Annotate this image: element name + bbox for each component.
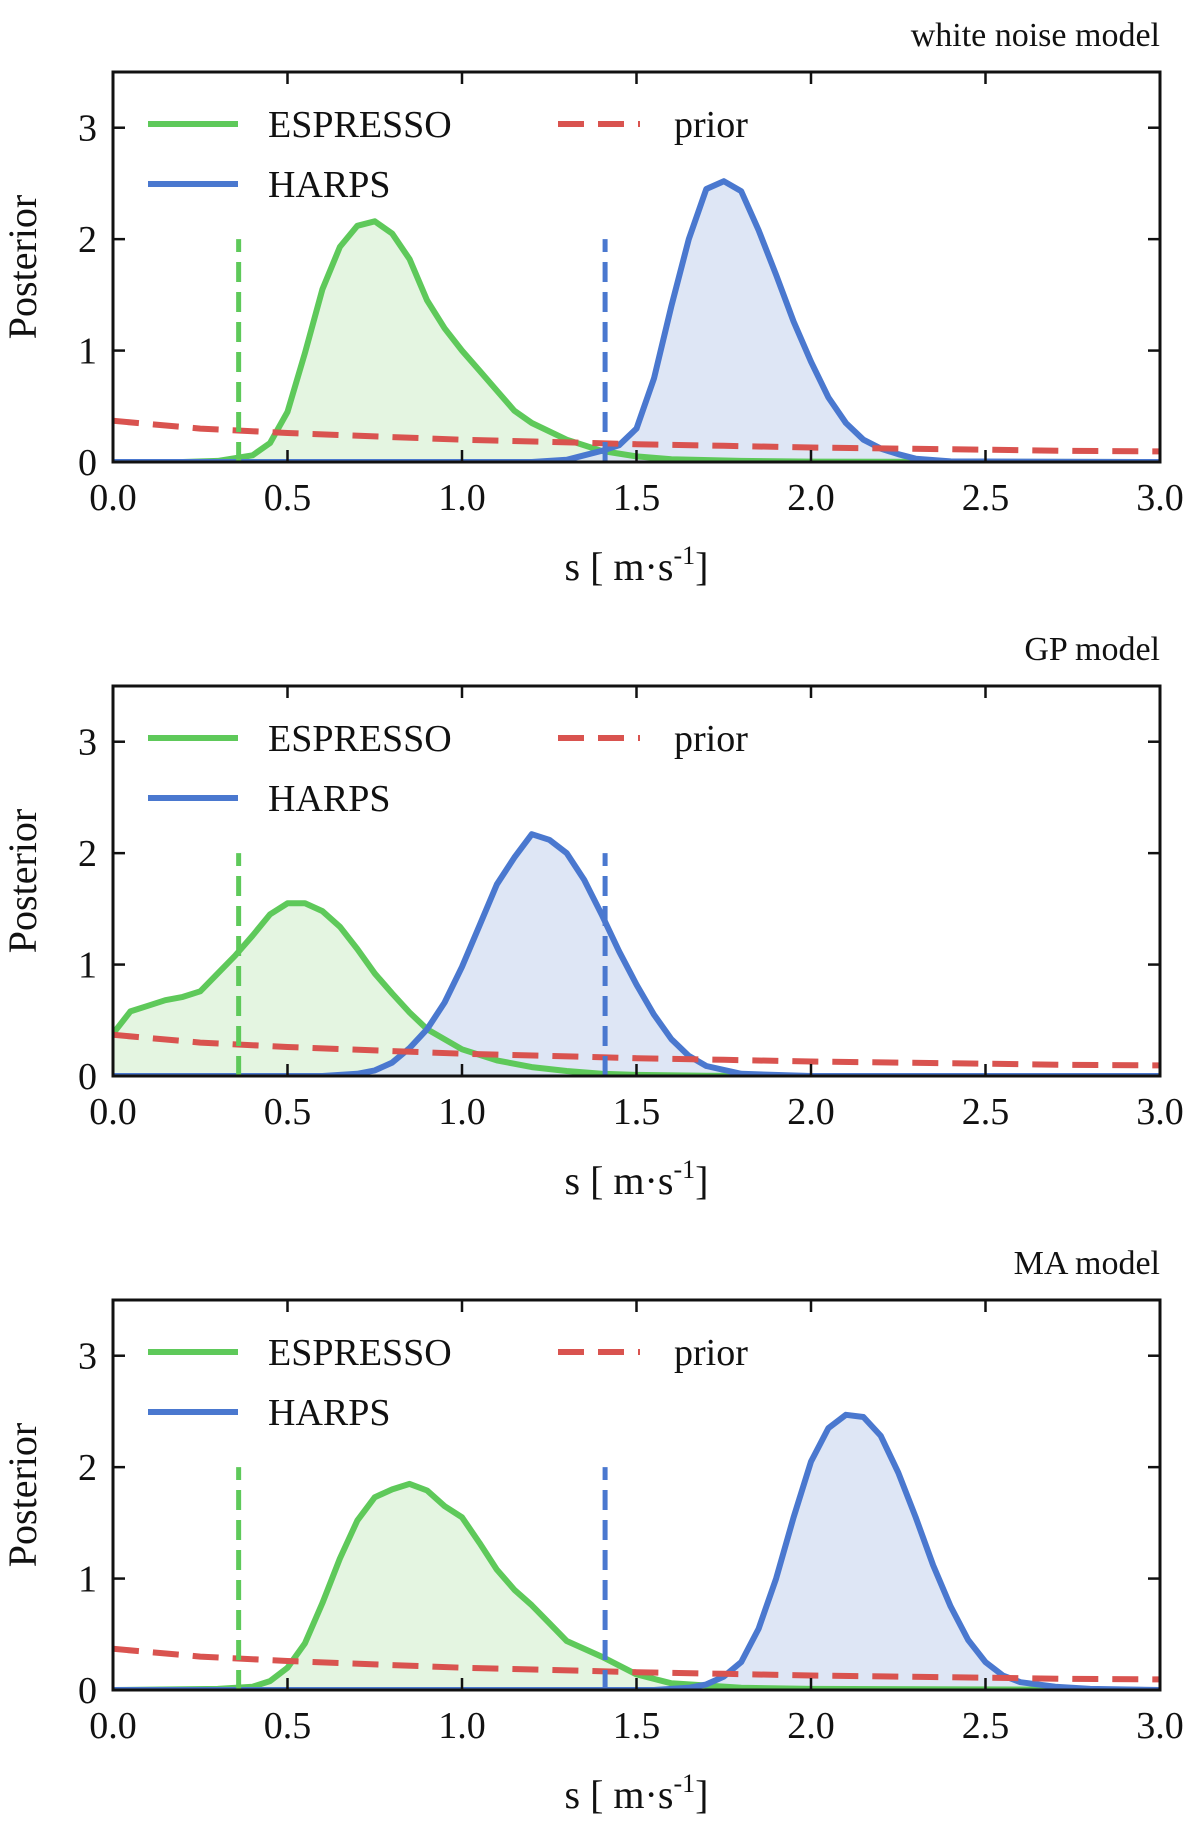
legend: ESPRESSO HARPS prior (148, 1332, 748, 1434)
legend-espresso-label: ESPRESSO (268, 104, 452, 146)
legend-prior-label: prior (674, 104, 748, 146)
panel-title: GP model (1024, 631, 1160, 668)
y-tick-label: 1 (78, 945, 97, 987)
x-tick-label: 2.5 (962, 1705, 1010, 1747)
y-tick-label: 0 (78, 1670, 97, 1712)
plot-area (113, 178, 1160, 462)
x-axis-label: s [ m·s-1] (565, 541, 709, 589)
x-tick-label: 1.0 (438, 1705, 486, 1747)
harps-line (113, 831, 1160, 1076)
plot-area (113, 1411, 1160, 1690)
legend-harps-label: HARPS (268, 1392, 391, 1434)
harps-fill (113, 834, 1160, 1076)
espresso-line (113, 1480, 1160, 1690)
x-tick-label: 1.5 (613, 477, 661, 519)
legend: ESPRESSO HARPS prior (148, 104, 748, 206)
x-tick-label: 2.0 (787, 1705, 835, 1747)
legend-prior-label: prior (674, 1332, 748, 1374)
x-axis-label: s [ m·s-1] (565, 1155, 709, 1203)
harps-fill (113, 1414, 1160, 1690)
x-tick-label: 0.0 (89, 477, 137, 519)
legend-espresso-label: ESPRESSO (268, 1332, 452, 1374)
harps-line (113, 1411, 1160, 1690)
y-tick-label: 2 (78, 833, 97, 875)
panel-3: MA model 0.0 0.5 1.0 1.5 2.0 2.5 3.0 0 1 2 3 s [ m·s… (0, 1245, 1184, 1817)
x-tick-label: 2.5 (962, 1091, 1010, 1133)
x-tick-label: 0.5 (264, 1705, 312, 1747)
x-tick-label: 1.0 (438, 1091, 486, 1133)
x-tick-label: 0.5 (264, 1091, 312, 1133)
y-tick-label: 1 (78, 331, 97, 373)
x-tick-label: 3.0 (1136, 1091, 1184, 1133)
x-tick-label: 0.5 (264, 477, 312, 519)
harps-line (113, 178, 1160, 462)
y-tick-label: 1 (78, 1559, 97, 1601)
y-tick-label: 3 (78, 108, 97, 150)
y-axis-label: Posterior (0, 195, 45, 339)
espresso-fill (113, 903, 1160, 1076)
y-tick-label: 2 (78, 219, 97, 261)
panel-title: MA model (1014, 1245, 1160, 1282)
espresso-line (113, 218, 1160, 462)
x-tick-label: 1.5 (613, 1091, 661, 1133)
prior-line (113, 1031, 1160, 1069)
plot-area (113, 831, 1160, 1076)
x-axis-label: s [ m·s-1] (565, 1769, 709, 1817)
x-tick-label: 3.0 (1136, 477, 1184, 519)
x-tick-label: 1.5 (613, 1705, 661, 1747)
y-tick-label: 0 (78, 442, 97, 484)
y-tick-label: 3 (78, 1336, 97, 1378)
legend: ESPRESSO HARPS prior (148, 718, 748, 820)
prior-line (113, 417, 1160, 455)
legend-harps-label: HARPS (268, 778, 391, 820)
x-tick-label: 2.5 (962, 477, 1010, 519)
x-tick-label: 1.0 (438, 477, 486, 519)
y-axis-label: Posterior (0, 809, 45, 953)
prior-line (113, 1645, 1160, 1683)
legend-harps-label: HARPS (268, 164, 391, 206)
espresso-fill (113, 221, 1160, 462)
y-tick-label: 3 (78, 722, 97, 764)
x-tick-label: 0.0 (89, 1705, 137, 1747)
x-tick-label: 2.0 (787, 1091, 835, 1133)
espresso-fill (113, 1483, 1160, 1690)
legend-prior-label: prior (674, 718, 748, 760)
x-tick-label: 0.0 (89, 1091, 137, 1133)
y-axis-label: Posterior (0, 1423, 45, 1567)
x-tick-label: 2.0 (787, 477, 835, 519)
x-tick-label: 3.0 (1136, 1705, 1184, 1747)
panel-2: GP model 0.0 0.5 1.0 1.5 2.0 2.5 3.0 0 1 2 3 s [ m·s… (0, 631, 1184, 1203)
y-tick-label: 0 (78, 1056, 97, 1098)
espresso-line (113, 900, 1160, 1076)
legend-espresso-label: ESPRESSO (268, 718, 452, 760)
y-tick-label: 2 (78, 1447, 97, 1489)
panel-1: white noise model 0.0 0.5 1.0 1.5 2.0 2.5 3.0 0 1… (0, 17, 1184, 589)
panel-title: white noise model (911, 17, 1160, 54)
